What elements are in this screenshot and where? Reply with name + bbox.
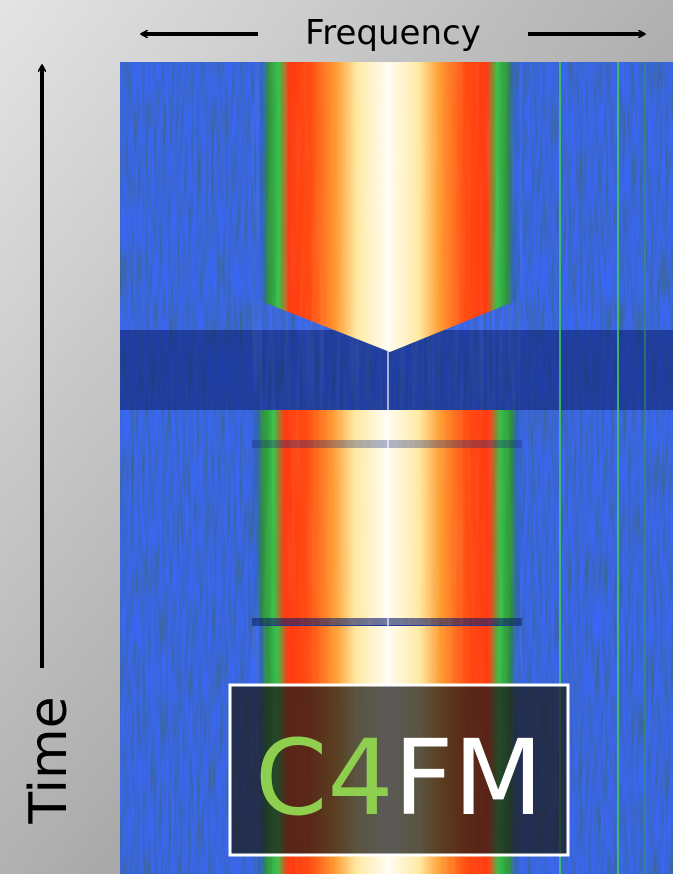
frequency-label: Frequency [305, 13, 481, 53]
badge-rest: FM [394, 717, 544, 839]
page: Frequency Time C4FM (() => { const data … [0, 0, 673, 874]
mode-badge: C4FM [230, 685, 568, 855]
badge-highlight: C4 [255, 717, 394, 839]
time-label: Time [19, 696, 79, 824]
badge-text: C4FM [255, 717, 543, 839]
waterfall-figure: Frequency Time C4FM [0, 0, 673, 874]
